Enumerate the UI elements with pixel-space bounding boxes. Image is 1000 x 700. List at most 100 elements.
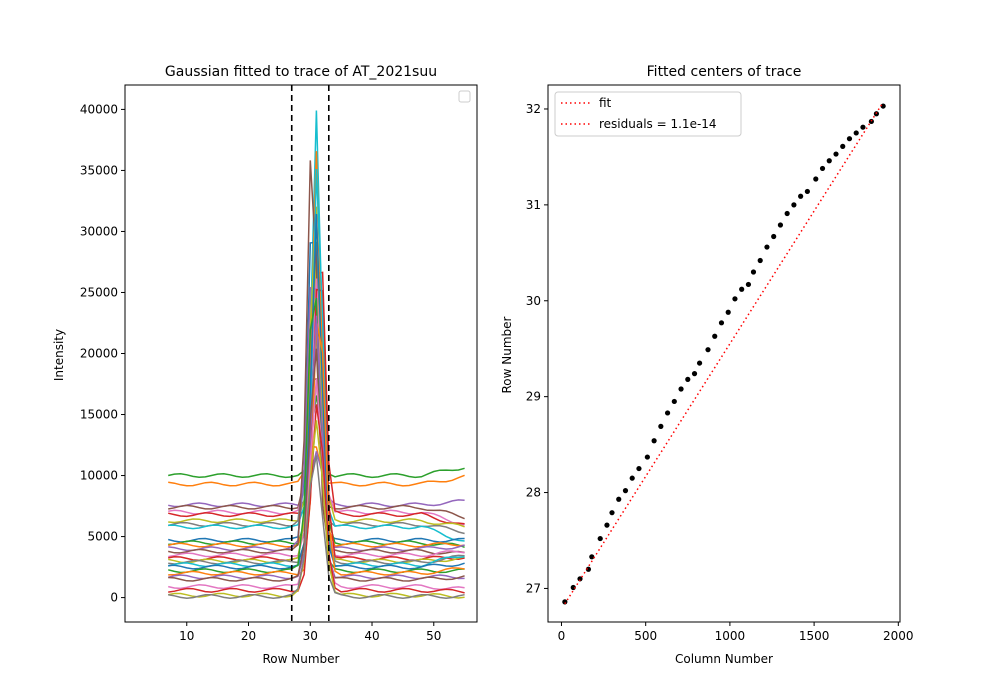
center-point [750,269,757,275]
trace-series-line [168,241,465,543]
center-point [791,202,797,208]
right-legend-label: residuals = 1.1e-14 [599,117,717,131]
right-legend-label: fit [599,96,612,110]
left-x-axis-label: Row Number [263,652,340,666]
center-point [868,118,874,125]
right-y-tick-label: 28 [526,486,541,500]
trace-series-line [168,378,465,591]
trace-series-line [168,160,465,555]
left-y-tick-label: 40000 [80,102,118,116]
trace-series-line [168,348,465,582]
center-point [671,398,677,405]
center-point [718,320,725,326]
center-point [777,222,784,228]
right-plot-area: fit residuals = 1.1e-14 0 500 1000 1500 2000 27… [526,84,914,643]
left-y-tick-label: 20000 [80,347,118,361]
right-x-axis-label: Column Number [675,652,773,666]
left-x-tick-label: 20 [241,629,256,643]
left-y-tick-label: 25000 [80,285,118,299]
trace-series-line [168,445,465,487]
center-point [644,454,650,460]
center-point [757,257,763,264]
center-point [664,410,671,416]
right-x-tick-label: 500 [634,629,657,643]
trace-series-line [168,404,465,594]
center-point [840,143,846,149]
center-point [846,136,853,142]
center-point [562,599,568,605]
center-point [739,286,745,292]
trace-series-line [168,151,465,548]
right-chart-title: Fitted centers of trace [647,64,802,80]
left-y-tick-label: 5000 [87,530,118,544]
right-x-tick-label: 1500 [799,629,830,643]
right-y-axis-label: Row Number [500,316,514,393]
right-y-tick-label: 29 [526,390,541,404]
left-y-tick-label: 0 [110,591,118,605]
center-point [732,296,738,302]
trace-series-line [168,455,465,599]
right-y-tick-label: 27 [526,581,541,595]
center-point [622,488,629,494]
right-y-tick-label: 31 [526,198,541,212]
center-point [658,423,664,429]
left-empty-legend-box [458,90,471,103]
right-legend: fit residuals = 1.1e-14 [554,91,742,137]
center-point [616,496,622,502]
center-point [725,309,731,315]
fit-line [564,101,884,605]
fitted-centers-chart: Fitted centers of trace Column Number Ro… [500,64,914,666]
center-point [819,165,826,172]
center-point [604,522,610,528]
center-point [651,438,657,444]
trace-series-line [168,395,465,479]
center-point [629,475,635,481]
trace-series-line [168,213,465,570]
trace-series-line [168,451,465,508]
left-x-tick-label: 30 [303,629,318,643]
trace-series-line [168,297,465,574]
trace-series-line [168,420,465,599]
center-point [771,233,777,240]
center-point [764,244,770,250]
center-point [685,376,691,382]
center-point [712,333,718,339]
center-point [705,347,711,353]
left-y-tick-label: 10000 [80,469,118,483]
center-point [577,576,583,582]
center-point [678,386,684,392]
right-y-tick-label: 32 [526,102,541,116]
left-y-tick-label: 30000 [80,224,118,238]
center-point [609,510,615,516]
right-x-tick-label: 0 [558,629,566,643]
trace-series-line [168,168,465,568]
trace-profile-chart: Gaussian fitted to trace of AT_2021suu R… [52,64,478,666]
center-point [784,210,790,217]
right-x-tick-label: 1000 [715,629,746,643]
left-y-axis-label: Intensity [52,329,66,381]
trace-series-line [168,278,465,558]
right-x-tick-label: 2000 [883,629,914,643]
center-point [880,103,886,109]
center-point [804,188,810,195]
center-point [853,130,859,136]
center-point [636,465,642,472]
center-point [826,158,832,164]
trace-series-line [168,110,465,542]
center-point [691,371,698,377]
center-point [589,554,595,560]
center-point [833,151,839,157]
left-x-tick-label: 50 [426,629,441,643]
center-point [696,360,703,366]
left-x-tick-label: 10 [179,629,194,643]
center-point [813,176,819,182]
center-point [570,584,576,591]
center-point [597,535,603,542]
trace-series-line [168,315,465,580]
center-point [798,193,804,199]
right-legend-box [554,91,742,137]
left-chart-title: Gaussian fitted to trace of AT_2021suu [165,64,437,80]
left-y-tick-label: 35000 [80,163,118,177]
center-point [860,124,866,130]
